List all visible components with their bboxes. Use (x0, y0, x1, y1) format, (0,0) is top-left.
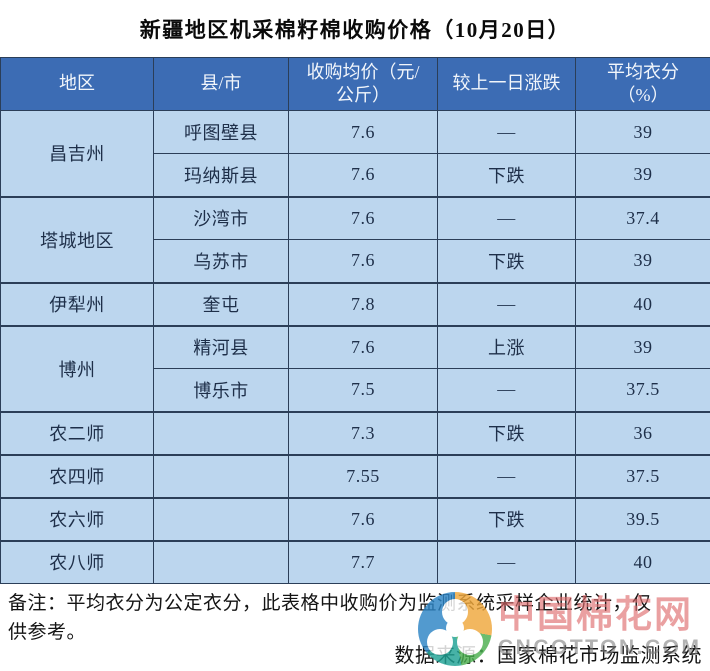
region-cell: 塔城地区 (0, 195, 154, 283)
header-daily-change: 较上一日涨跌 (437, 57, 576, 111)
lint-cell: 37.4 (575, 195, 710, 240)
table-row: 博乐市 7.5—37.5 (1, 368, 710, 412)
table-row: 农六师 7.6 下跌 39.5 (0, 496, 710, 541)
lint-cell: 37.5 (575, 368, 710, 412)
header-row: 地区 县/市 收购均价（元/ 公斤） 较上一日涨跌 平均衣分 （%） (0, 57, 710, 111)
table-body: 昌吉州 呼图壁县 7.6—39 玛纳斯县 7.6 下跌 39 塔城地区 沙湾市 7.6—37.4 乌… (0, 110, 710, 584)
county-cell: 沙湾市 (153, 195, 289, 240)
lint-cell: 39 (575, 324, 710, 369)
region-cell: 农六师 (0, 496, 154, 541)
region-cell: 博州 (0, 324, 154, 412)
change-cell: 下跌 (437, 239, 576, 283)
change-cell: — (437, 453, 576, 498)
county-cell (153, 539, 289, 584)
lint-cell: 36 (575, 410, 710, 455)
county-cell: 玛纳斯县 (153, 153, 289, 197)
change-cell: — (437, 195, 576, 240)
price-cell: 7.3 (288, 410, 438, 455)
lint-cell: 40 (575, 539, 710, 584)
table-row: 塔城地区 沙湾市 7.6—37.4 (0, 195, 710, 283)
change-cell: — (437, 281, 576, 326)
lint-cell: 39 (575, 110, 710, 154)
change-cell: 下跌 (437, 153, 576, 197)
lint-cell: 39 (575, 153, 710, 197)
county-cell (153, 496, 289, 541)
table-row: 玛纳斯县 7.6 下跌 39 (1, 153, 710, 197)
price-cell: 7.6 (288, 324, 438, 369)
data-source: 数据来源：国家棉花市场监测系统 (394, 645, 702, 667)
lint-cell: 39 (575, 239, 710, 283)
county-cell (153, 410, 289, 455)
table-row: 农八师 7.7—40 (0, 539, 710, 584)
header-avg-price: 收购均价（元/ 公斤） (288, 57, 438, 111)
table-row: 博州 精河县 7.6 上涨 39 (0, 324, 710, 412)
county-cell: 奎屯 (153, 281, 289, 326)
price-table: 地区 县/市 收购均价（元/ 公斤） 较上一日涨跌 平均衣分 （%） 昌吉州 呼图… (0, 57, 710, 584)
price-cell: 7.6 (288, 195, 438, 240)
price-cell: 7.6 (288, 110, 438, 154)
change-cell: — (437, 110, 576, 154)
table-row: 伊犁州 奎屯 7.8—40 (0, 281, 710, 326)
header-county: 县/市 (153, 57, 289, 111)
lint-cell: 37.5 (575, 453, 710, 498)
change-cell: 下跌 (437, 410, 576, 455)
region-cell: 农四师 (0, 453, 154, 498)
county-cell (153, 453, 289, 498)
region-cell: 昌吉州 (0, 110, 154, 197)
county-cell: 精河县 (153, 324, 289, 369)
price-cell: 7.55 (288, 453, 438, 498)
page-title: 新疆地区机采棉籽棉收购价格（10月20日） (139, 17, 571, 42)
table-row: 昌吉州 呼图壁县 7.6—39 (0, 110, 710, 197)
lint-cell: 39.5 (575, 496, 710, 541)
header-lint-percent: 平均衣分 （%） (575, 57, 710, 111)
price-cell: 7.7 (288, 539, 438, 584)
region-cell: 伊犁州 (0, 281, 154, 326)
table-row: 农四师 7.55—37.5 (0, 453, 710, 498)
header-region: 地区 (0, 57, 154, 111)
price-cell: 7.6 (288, 496, 438, 541)
county-cell: 乌苏市 (153, 239, 289, 283)
county-cell: 呼图壁县 (153, 110, 289, 154)
table-row: 乌苏市 7.6 下跌 39 (1, 239, 710, 283)
region-cell: 农八师 (0, 539, 154, 584)
price-cell: 7.6 (288, 239, 438, 283)
price-cell: 7.8 (288, 281, 438, 326)
price-cell: 7.5 (288, 368, 438, 412)
change-cell: 上涨 (437, 324, 576, 369)
county-cell: 博乐市 (153, 368, 289, 412)
table-row: 农二师 7.3 下跌 36 (0, 410, 710, 455)
price-cell: 7.6 (288, 153, 438, 197)
change-cell: — (437, 368, 576, 412)
change-cell: — (437, 539, 576, 584)
region-cell: 农二师 (0, 410, 154, 455)
lint-cell: 40 (575, 281, 710, 326)
change-cell: 下跌 (437, 496, 576, 541)
